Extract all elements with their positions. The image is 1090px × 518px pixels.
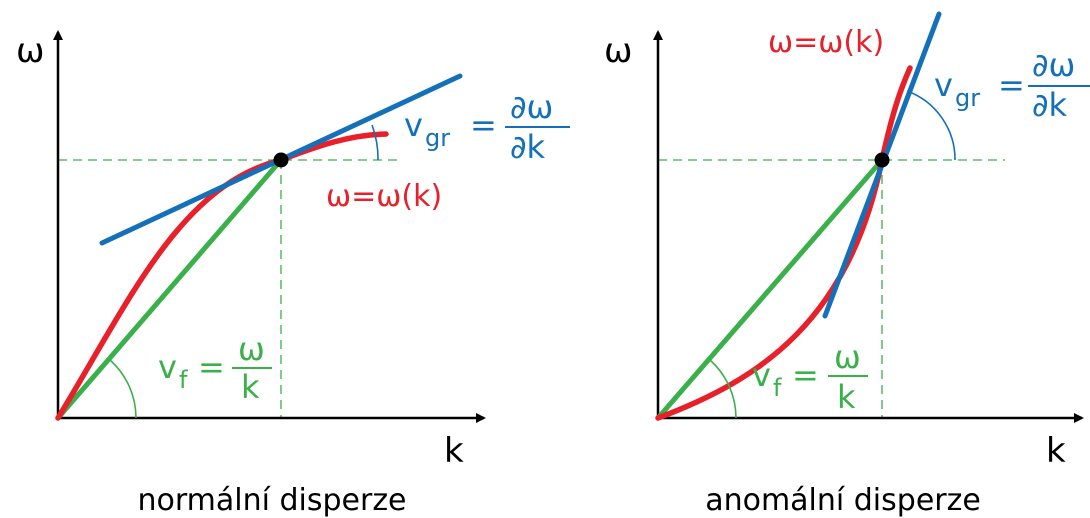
- omega-axis-label: ω: [16, 31, 44, 71]
- group-velocity-numerator: ∂ω: [510, 88, 553, 126]
- phase-velocity-line: [655, 157, 885, 421]
- operating-point: [874, 152, 890, 168]
- phase-angle-arc: [709, 359, 737, 419]
- panel-normal-dispersion: ω k ω=ω(k) v gr = ∂ω ∂k v f = ω k normál…: [16, 30, 570, 518]
- phase-velocity-symbol: v: [752, 356, 771, 394]
- phase-velocity-equals: =: [198, 348, 225, 386]
- group-velocity-denominator: ∂k: [510, 128, 546, 166]
- phase-velocity-denominator: k: [837, 378, 856, 416]
- group-velocity-formula: v gr = ∂ω ∂k: [404, 88, 570, 166]
- group-velocity-subscript: gr: [955, 84, 980, 112]
- group-velocity-symbol: v: [404, 106, 423, 144]
- phase-velocity-formula: v f = ω k: [752, 338, 868, 416]
- phase-velocity-formula: v f = ω k: [158, 330, 272, 406]
- phase-velocity-symbol: v: [158, 348, 177, 386]
- phase-angle-arc: [109, 359, 137, 419]
- group-angle-arc: [906, 90, 956, 161]
- group-velocity-subscript: gr: [425, 124, 450, 152]
- phase-velocity-numerator: ω: [834, 338, 861, 376]
- dispersion-relation-label: ω=ω(k): [326, 179, 442, 214]
- dispersion-relation-label: ω=ω(k): [768, 25, 884, 60]
- phase-velocity-subscript: f: [179, 366, 188, 394]
- k-axis-label: k: [444, 431, 464, 471]
- k-axis-label: k: [1046, 431, 1066, 471]
- phase-velocity-equals: =: [792, 356, 819, 394]
- dispersion-curve: [655, 65, 913, 421]
- group-angle-arc: [371, 124, 379, 161]
- group-velocity-equals: =: [470, 106, 497, 144]
- group-velocity-formula: v gr = ∂ω ∂k: [934, 46, 1090, 124]
- panel-caption: anomální disperze: [705, 483, 981, 518]
- phase-velocity-numerator: ω: [238, 330, 265, 368]
- group-velocity-equals: =: [998, 66, 1025, 104]
- omega-axis-label: ω: [604, 31, 632, 71]
- group-velocity-numerator: ∂ω: [1032, 46, 1075, 84]
- phase-velocity-subscript: f: [773, 374, 782, 402]
- operating-point: [273, 152, 289, 168]
- group-velocity-symbol: v: [934, 66, 953, 104]
- phase-velocity-denominator: k: [241, 368, 260, 406]
- phase-velocity-line: [55, 157, 284, 421]
- panel-anomalous-dispersion: ω k ω=ω(k) v gr = ∂ω ∂k v f = ω k anomál…: [604, 11, 1090, 518]
- group-velocity-denominator: ∂k: [1032, 86, 1068, 124]
- panel-caption: normální disperze: [137, 483, 406, 518]
